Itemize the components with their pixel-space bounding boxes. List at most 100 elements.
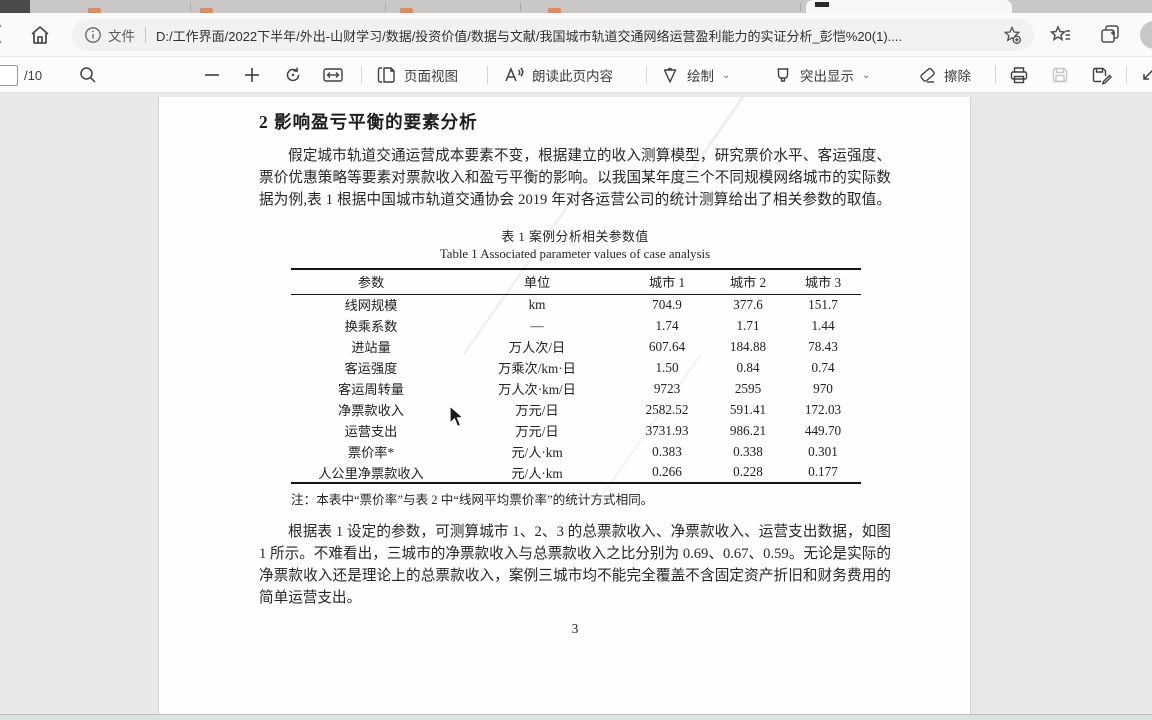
draw-label: 绘制	[687, 69, 714, 84]
table-row: 线网规模 km 704.9 377.6 151.7	[291, 294, 861, 315]
address-bar[interactable]: 文件 D:/工作界面/2022下半年/外出-山财学习/数据/投资价值/数据与文献…	[72, 19, 1034, 51]
home-button[interactable]	[28, 23, 52, 47]
print-button[interactable]	[1008, 57, 1030, 93]
address-scheme-label: 文件	[108, 29, 135, 44]
page-count-label: /10	[24, 67, 43, 83]
table-row: 票价率* 元/人·km 0.383 0.338 0.301	[291, 441, 861, 462]
table-cell: 万元/日	[515, 424, 559, 439]
table-cell: 1.71	[736, 317, 760, 333]
tab-favicon[interactable]	[88, 8, 101, 13]
table-cell: 2582.52	[645, 401, 689, 417]
tab-favicon[interactable]	[200, 8, 213, 13]
table-cell: 运营支出	[344, 424, 398, 439]
toolbar-separator	[995, 66, 996, 84]
text-line: 1 所示。不难看出，三城市的净票款收入与总票款收入之比分别为 0.69、0.67…	[259, 546, 891, 562]
table-cell: 进站量	[351, 340, 391, 355]
draw-pen-icon	[663, 67, 677, 83]
fullscreen-button[interactable]	[1138, 57, 1152, 93]
table-note: 注：本表中“票价率”与表 2 中“线网平均票价率”的统计方式相同。	[291, 493, 654, 507]
toolbar-separator	[646, 66, 647, 84]
table-cell: 704.9	[652, 296, 682, 312]
tab-fragment[interactable]	[0, 0, 30, 13]
table-cell: 换乘系数	[344, 319, 398, 334]
page-number-input[interactable]	[0, 65, 18, 86]
table-cell: 票价率*	[347, 445, 395, 460]
back-icon[interactable]	[0, 21, 14, 47]
highlight-label: 突出显示	[800, 69, 854, 84]
table-cell: 9723	[653, 380, 681, 396]
chevron-down-icon[interactable]: ⌄	[722, 69, 731, 81]
rotate-button[interactable]	[283, 57, 303, 93]
table-cell: 0.74	[811, 359, 835, 375]
table-cell: 客运强度	[344, 361, 398, 376]
save-button[interactable]	[1050, 57, 1070, 93]
table-cell: 449.70	[804, 422, 842, 438]
table-cell: 970	[813, 380, 833, 396]
tab-favicon[interactable]	[548, 8, 561, 13]
parameters-table: 参数 单位 城市 1 城市 2 城市 3 线网规模 km 704.9 377.6 151.7 换乘…	[291, 268, 861, 484]
table-cell: 元/人·km	[511, 465, 563, 481]
zoom-out-button[interactable]	[203, 57, 221, 93]
zoom-in-button[interactable]	[243, 57, 261, 93]
active-tab[interactable]	[806, 0, 1012, 13]
add-favorite-icon[interactable]	[1002, 25, 1022, 45]
table-cell: 1.50	[655, 359, 679, 375]
table-cell: 0.84	[736, 359, 760, 375]
pdf-viewer-area[interactable]: 2 影响盈亏平衡的要素分析 假定城市轨道交通运营成本要素不变，根据建立的收入测算…	[0, 93, 1152, 714]
collections-button[interactable]	[1098, 22, 1124, 48]
table-cell: 元/人·km	[511, 445, 563, 460]
table-row: 换乘系数 — 1.74 1.71 1.44	[291, 315, 861, 336]
table-row: 客运强度 万乘次/km·日 1.50 0.84 0.74	[291, 357, 861, 378]
table-cell: 986.21	[729, 422, 767, 438]
page-view-button[interactable]: 页面视图	[376, 57, 458, 93]
section-heading: 2 影响盈亏平衡的要素分析	[259, 112, 478, 132]
text-line: 假定城市轨道交通运营成本要素不变，根据建立的收入测算模型，研究票价水平、客运强度…	[288, 148, 891, 164]
text-line: 净票款收入还是理论上的总票款收入，案例三城市均不能完全覆盖不含固定资产折旧和财务…	[259, 568, 891, 584]
table-header-cell: 城市 1	[648, 275, 686, 291]
fit-width-icon	[323, 68, 343, 82]
page-view-label: 页面视图	[404, 69, 458, 84]
print-icon	[1010, 67, 1028, 84]
fit-width-button[interactable]	[322, 57, 344, 93]
info-icon	[85, 27, 101, 43]
erase-button[interactable]: 擦除	[917, 57, 971, 93]
table-header-cell: 城市 2	[729, 275, 767, 291]
table-cell: 607.64	[648, 338, 686, 354]
chevron-down-icon[interactable]: ⌄	[862, 69, 871, 81]
favorites-button[interactable]	[1048, 22, 1074, 48]
minus-icon	[205, 74, 219, 76]
table-cell: 万元/日	[515, 403, 559, 418]
search-button[interactable]	[78, 57, 98, 93]
table-cell: 1.74	[655, 317, 679, 333]
highlighter-icon	[777, 68, 789, 82]
toolbar-separator	[487, 66, 488, 84]
read-aloud-icon	[505, 67, 524, 82]
table-cell: 0.266	[652, 464, 682, 479]
read-aloud-button[interactable]: 朗读此页内容	[503, 57, 613, 93]
toolbar-separator	[361, 66, 362, 84]
tab-favicon[interactable]	[400, 8, 413, 13]
table-cell: 万人次/日	[508, 340, 566, 355]
table-cell: 172.03	[804, 401, 842, 417]
table-row: 客运周转量 万人次·km/日 9723 2595 970	[291, 378, 861, 399]
table-cell: 线网规模	[344, 298, 398, 314]
eraser-icon	[920, 67, 935, 83]
address-divider	[145, 27, 146, 43]
save-as-button[interactable]	[1090, 57, 1112, 93]
table-cell: 1.44	[811, 317, 835, 333]
favorites-icon	[1049, 25, 1070, 42]
table-cell: 377.6	[733, 296, 763, 312]
table-cell: 2595	[734, 380, 762, 396]
table-cell: 3731.93	[645, 422, 689, 438]
highlight-button[interactable]: 突出显示 ⌄	[773, 57, 870, 93]
paragraph: 假定城市轨道交通运营成本要素不变，根据建立的收入测算模型，研究票价水平、客运强度…	[259, 145, 891, 211]
text-line: 票价优惠策略等要素对票款收入和盈亏平衡的影响。以我国某年度三个不同规模网络城市的…	[259, 170, 891, 186]
table-cell: 万乘次/km·日	[498, 361, 576, 376]
erase-label: 擦除	[944, 69, 971, 84]
mouse-cursor	[449, 405, 465, 428]
save-icon	[1052, 67, 1068, 83]
profile-avatar[interactable]	[1140, 21, 1152, 49]
draw-button[interactable]: 绘制 ⌄	[660, 57, 730, 93]
plus-icon	[245, 68, 259, 82]
table-cell: 151.7	[808, 296, 838, 312]
